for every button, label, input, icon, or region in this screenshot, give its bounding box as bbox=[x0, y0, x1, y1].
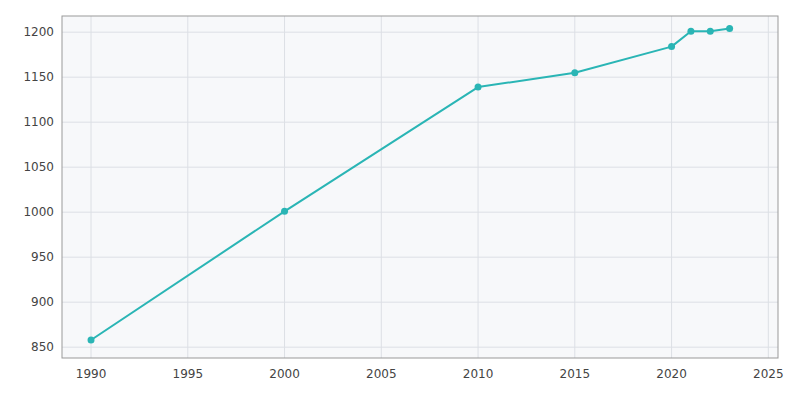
y-grid-line bbox=[62, 167, 778, 168]
y-grid-line bbox=[62, 32, 778, 33]
y-grid-line bbox=[62, 122, 778, 123]
x-tick-label: 1995 bbox=[173, 367, 204, 381]
y-grid-line bbox=[62, 212, 778, 213]
chart: 850 900 950 1000 1050 1100 1150 1200 1990 1995 200… bbox=[0, 0, 800, 400]
x-grid-line bbox=[574, 16, 575, 358]
x-tick-label: 1990 bbox=[76, 367, 107, 381]
x-grid-line bbox=[671, 16, 672, 358]
point bbox=[475, 84, 482, 91]
point bbox=[88, 337, 95, 344]
x-tick-label: 2010 bbox=[463, 367, 494, 381]
y-tick-label: 1100 bbox=[23, 115, 54, 129]
point bbox=[707, 28, 714, 35]
x-grid-line bbox=[478, 16, 479, 358]
y-grid-line bbox=[62, 302, 778, 303]
line bbox=[91, 29, 730, 340]
x-tick-label: 2015 bbox=[560, 367, 591, 381]
x-grid-line bbox=[284, 16, 285, 358]
point bbox=[726, 25, 733, 32]
x-tick-label: 2005 bbox=[366, 367, 397, 381]
x-grid-line bbox=[768, 16, 769, 358]
x-tick-label: 2020 bbox=[656, 367, 687, 381]
y-tick-label: 900 bbox=[31, 295, 54, 309]
y-tick-label: 950 bbox=[31, 250, 54, 264]
x-grid-line bbox=[91, 16, 92, 358]
y-tick-label: 850 bbox=[31, 340, 54, 354]
y-grid-line bbox=[62, 257, 778, 258]
y-tick-label: 1200 bbox=[23, 25, 54, 39]
point bbox=[571, 69, 578, 76]
grid bbox=[62, 16, 778, 358]
point bbox=[281, 208, 288, 215]
plot-background bbox=[62, 16, 778, 358]
y-grid-line bbox=[62, 347, 778, 348]
point bbox=[687, 28, 694, 35]
axes: 850 900 950 1000 1050 1100 1150 1200 1990 1995 200… bbox=[23, 25, 783, 381]
x-grid-line bbox=[381, 16, 382, 358]
chart-container: 850 900 950 1000 1050 1100 1150 1200 1990 1995 200… bbox=[0, 0, 800, 400]
y-tick-label: 1050 bbox=[23, 160, 54, 174]
point bbox=[668, 43, 675, 50]
x-grid-line bbox=[187, 16, 188, 358]
y-tick-label: 1000 bbox=[23, 205, 54, 219]
series bbox=[88, 25, 734, 343]
x-tick-label: 2025 bbox=[753, 367, 784, 381]
x-tick-label: 2000 bbox=[269, 367, 300, 381]
y-tick-label: 1150 bbox=[23, 70, 54, 84]
plot-frame bbox=[62, 16, 778, 358]
y-grid-line bbox=[62, 77, 778, 78]
